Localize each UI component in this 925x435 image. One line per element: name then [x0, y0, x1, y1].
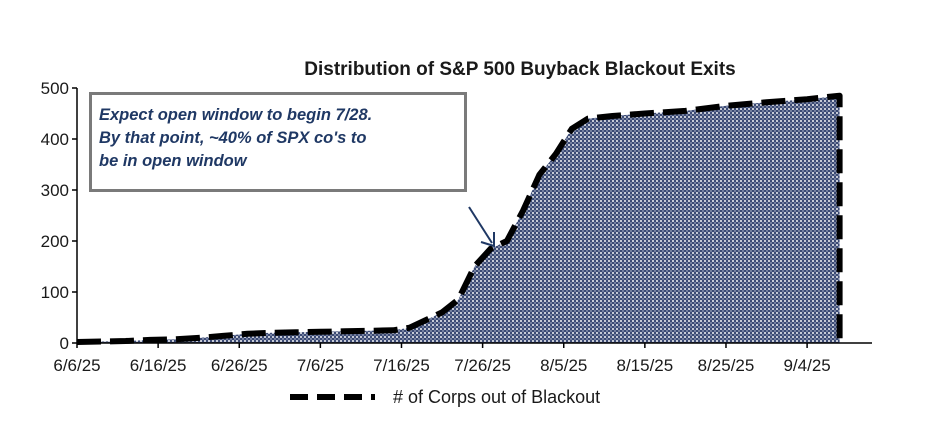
x-tick-label: 6/26/25: [211, 356, 268, 375]
y-tick-label: 500: [41, 79, 69, 98]
arrow-shaft: [468, 206, 493, 244]
x-tick-label: 7/26/25: [454, 356, 511, 375]
x-tick-label: 8/25/25: [698, 356, 755, 375]
annotation-arrow: [468, 206, 495, 248]
x-tick-label: 9/4/25: [783, 356, 830, 375]
annotation-text: Expect open window to begin 7/28. By tha…: [99, 106, 373, 170]
y-tick-label: 300: [41, 181, 69, 200]
y-axis: 0 100 200 300 400 500: [41, 79, 78, 353]
x-tick-label: 8/5/25: [540, 356, 587, 375]
arrow-head: [480, 232, 495, 248]
y-tick-label: 200: [41, 232, 69, 251]
series-line: [76, 92, 843, 345]
annotation-box: [89, 92, 467, 192]
plot-area: [76, 92, 843, 345]
x-axis: 6/6/25 6/16/25 6/26/25 7/6/25 7/16/25 7/26/25…: [53, 342, 872, 375]
x-tick-label: 6/16/25: [130, 356, 187, 375]
x-tick-label: 8/15/25: [616, 356, 673, 375]
y-tick-label: 400: [41, 130, 69, 149]
x-tick-label: 7/6/25: [297, 356, 344, 375]
area-fill: [77, 95, 840, 343]
legend-label: # of Corps out of Blackout: [393, 387, 600, 407]
x-tick-label: 7/16/25: [373, 356, 430, 375]
y-tick-label: 100: [41, 283, 69, 302]
legend: # of Corps out of Blackout: [290, 387, 600, 407]
x-tick-label: 6/6/25: [53, 356, 100, 375]
y-tick-label: 0: [60, 334, 69, 353]
chart-title: Distribution of S&P 500 Buyback Blackout…: [304, 59, 735, 80]
